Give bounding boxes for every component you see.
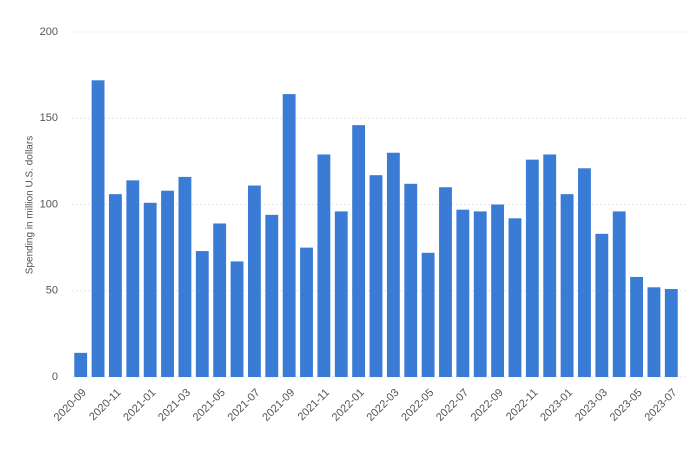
x-tick-label: 2021-03 [156,387,193,424]
bar [178,176,192,377]
y-axis-label: Spending in million U.S. dollars [25,136,36,274]
bar [317,154,331,377]
y-tick-label: 0 [52,371,58,383]
bar [74,352,88,377]
bar [386,152,400,377]
bar [161,190,174,377]
bar [404,183,418,377]
bar [595,233,609,377]
bar [612,211,626,377]
bar [543,154,557,377]
bar [630,276,643,377]
x-tick-label: 2022-07 [434,387,471,424]
x-tick-label: 2020-11 [87,387,123,423]
bar [300,247,313,377]
bar [439,187,452,377]
x-tick-label: 2023-05 [608,387,645,424]
bar [230,261,244,377]
x-tick-label: 2022-01 [330,387,367,424]
x-tick-label: 2023-01 [538,387,575,424]
bar [647,287,661,377]
bar [143,202,157,377]
bar [334,211,348,377]
bar [525,159,539,377]
bar [473,211,487,377]
bar [421,252,435,377]
bar [265,214,279,377]
bar [195,251,209,377]
bar [369,175,383,377]
x-tick-label: 2022-05 [399,387,436,424]
bar [456,209,470,377]
x-tick-label: 2021-05 [191,387,228,424]
x-tick-label: 2021-11 [296,387,332,423]
x-tick-label: 2021-07 [226,387,263,424]
x-tick-label: 2023-07 [642,387,679,424]
bar [664,289,678,377]
y-tick-label: 150 [40,112,58,124]
x-tick-label: 2021-01 [121,387,158,424]
y-tick-label: 200 [40,26,58,38]
bar [560,194,574,377]
bar [213,223,227,377]
x-tick-label: 2020-09 [52,387,89,424]
y-tick-label: 50 [46,285,58,297]
x-tick-label: 2022-09 [469,387,506,424]
x-tick-label: 2021-09 [260,387,297,424]
x-tick-label: 2022-03 [365,387,402,424]
y-tick-label: 100 [40,198,58,210]
bar [578,168,591,377]
x-tick-label: 2023-03 [573,387,610,424]
bar [352,125,366,378]
bar [247,185,261,377]
bar [126,180,140,377]
x-tick-label: 2022-11 [504,387,540,423]
bar [491,204,505,377]
bar [109,194,122,377]
bar [508,218,522,377]
bar [282,94,296,377]
bar [91,80,105,378]
